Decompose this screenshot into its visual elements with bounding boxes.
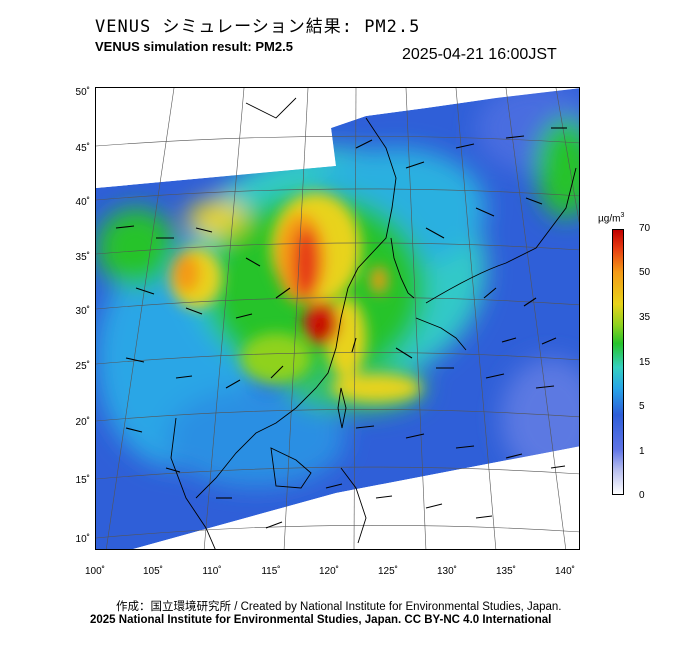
graticule xyxy=(96,88,579,549)
colorbar-tick-15: 15 xyxy=(639,357,651,368)
lat-label-25: 25˚ xyxy=(75,361,90,372)
colorbar xyxy=(612,229,624,495)
concentration-field xyxy=(96,88,579,549)
lon-label-130: 130˚ xyxy=(436,566,457,577)
page-subtitle: VENUS simulation result: PM2.5 xyxy=(95,39,293,54)
lon-label-140: 140˚ xyxy=(554,566,575,577)
lat-label-35: 35˚ xyxy=(75,252,90,263)
colorbar-tick-1: 1 xyxy=(639,446,645,457)
colorbar-tick-0: 0 xyxy=(639,490,645,501)
pm25-map[interactable] xyxy=(95,87,580,550)
lat-label-10: 10˚ xyxy=(75,534,90,545)
colorbar-tick-50: 50 xyxy=(639,267,651,278)
lon-label-105: 105˚ xyxy=(142,566,163,577)
lat-label-45: 45˚ xyxy=(75,143,90,154)
page-title: VENUS シミュレーション結果: PM2.5 xyxy=(95,17,421,37)
wind-vectors xyxy=(115,127,567,529)
lon-label-125: 125˚ xyxy=(377,566,398,577)
forecast-timestamp: 2025-04-21 16:00JST xyxy=(402,46,557,63)
lat-label-20: 20˚ xyxy=(75,417,90,428)
lat-label-50: 50˚ xyxy=(75,87,90,98)
lat-label-40: 40˚ xyxy=(75,197,90,208)
license-line: 2025 National Institute for Environmenta… xyxy=(90,614,552,626)
lat-label-30: 30˚ xyxy=(75,306,90,317)
lon-label-100: 100˚ xyxy=(84,566,105,577)
lon-label-110: 110˚ xyxy=(202,566,222,577)
credit-line: 作成：国立環境研究所 / Created by National Institu… xyxy=(116,601,562,613)
lon-label-120: 120˚ xyxy=(318,566,339,577)
lat-label-15: 15˚ xyxy=(75,475,90,486)
lon-label-115: 115˚ xyxy=(261,566,281,577)
colorbar-tick-5: 5 xyxy=(639,401,645,412)
pm25-map-canvas xyxy=(96,88,579,549)
colorbar-unit: µg/m3 xyxy=(598,212,625,225)
colorbar-tick-70: 70 xyxy=(639,223,651,234)
colorbar-tick-35: 35 xyxy=(639,312,651,323)
coastlines xyxy=(170,97,577,549)
lon-label-135: 135˚ xyxy=(495,566,516,577)
